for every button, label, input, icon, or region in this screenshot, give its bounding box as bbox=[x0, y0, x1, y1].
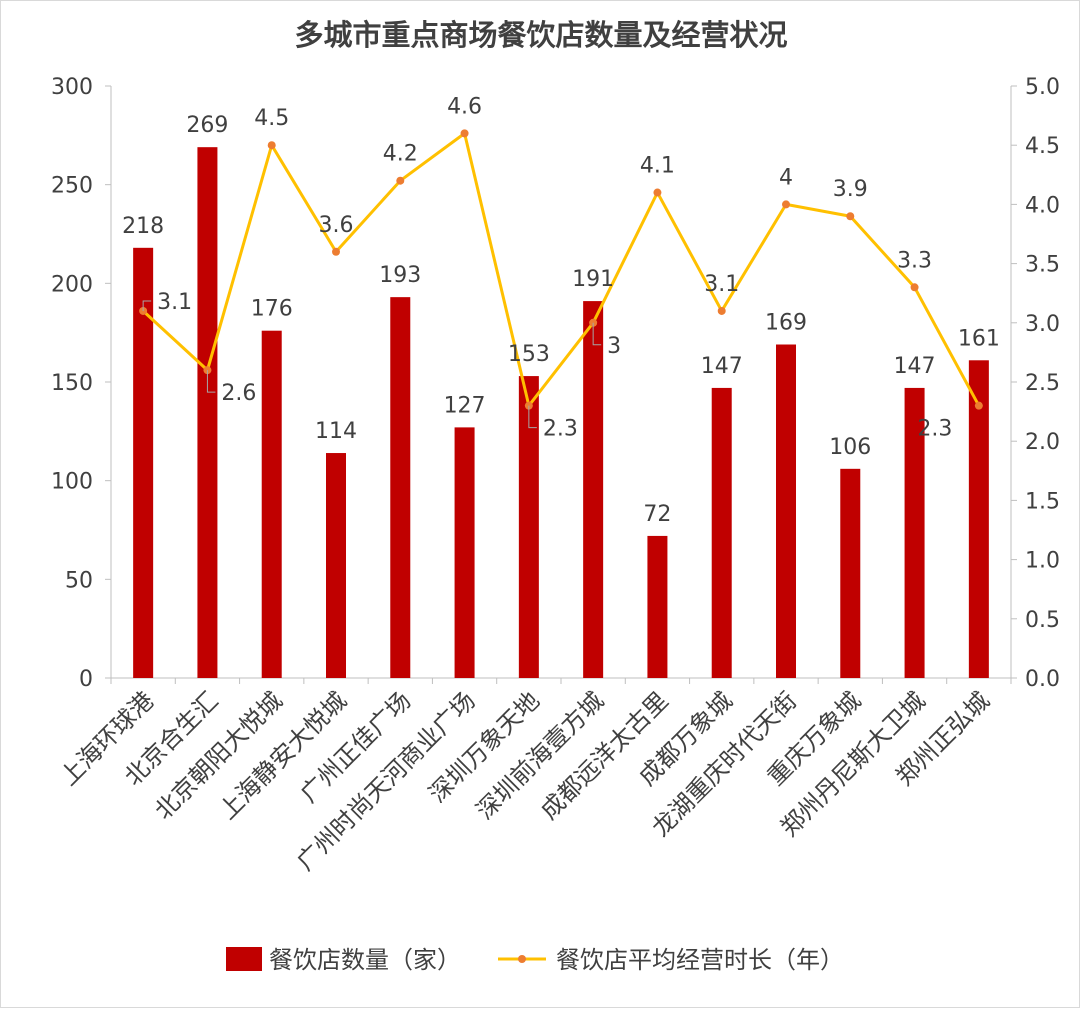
bar bbox=[968, 360, 989, 678]
line-value-label: 4.5 bbox=[254, 106, 289, 131]
line-value-label: 3.3 bbox=[897, 248, 932, 273]
bar-value-label: 269 bbox=[186, 113, 228, 138]
bar-value-label: 153 bbox=[508, 342, 550, 367]
bar-value-label: 72 bbox=[643, 502, 671, 527]
legend-bar-swatch bbox=[226, 947, 262, 971]
bar bbox=[711, 387, 732, 678]
bar bbox=[518, 376, 539, 678]
line-marker bbox=[974, 401, 983, 410]
line-value-label: 3 bbox=[607, 334, 621, 359]
bar-value-label: 147 bbox=[701, 354, 743, 379]
bar-value-label: 106 bbox=[829, 435, 871, 460]
bar bbox=[133, 247, 154, 678]
line-series bbox=[139, 129, 983, 410]
y-right-tick-label: 2.0 bbox=[1025, 430, 1060, 455]
legend-line-marker bbox=[518, 955, 526, 963]
line-marker bbox=[717, 306, 726, 315]
bar bbox=[390, 297, 411, 678]
bar-value-label: 161 bbox=[958, 326, 1000, 351]
data-labels: 218 269 176 114 193 127 153 191 72 147 169 106 147 16… bbox=[122, 94, 1000, 527]
line-marker bbox=[267, 141, 276, 150]
leader-line bbox=[206, 370, 216, 393]
y-right-tick-label: 2.5 bbox=[1025, 371, 1060, 396]
bar-value-label: 191 bbox=[572, 267, 614, 292]
bar bbox=[326, 453, 346, 678]
chart-title: 多城市重点商场餐饮店数量及经营状况 bbox=[294, 18, 787, 52]
y-right-tick-label: 4.5 bbox=[1025, 134, 1060, 159]
line-value-label: 2.3 bbox=[917, 417, 952, 442]
bar bbox=[776, 344, 796, 678]
y-left-tick-label: 100 bbox=[51, 470, 93, 495]
y-right-tick-label: 3.5 bbox=[1025, 253, 1060, 278]
line-marker bbox=[460, 129, 469, 138]
bar bbox=[904, 387, 925, 678]
line-value-label: 4.1 bbox=[640, 154, 675, 179]
y-right-tick-label: 1.5 bbox=[1025, 489, 1060, 514]
leader-line bbox=[528, 405, 537, 429]
y-right-tick-label: 4.0 bbox=[1025, 193, 1060, 218]
y-right-tick-label: 3.0 bbox=[1025, 312, 1060, 337]
bar bbox=[647, 535, 668, 678]
bar-value-label: 114 bbox=[315, 419, 357, 444]
line-marker bbox=[846, 212, 855, 221]
leader-line bbox=[142, 300, 152, 311]
line-marker bbox=[782, 200, 790, 209]
line-marker bbox=[396, 176, 405, 185]
y-right-tick-label: 5.0 bbox=[1025, 75, 1060, 100]
line-marker bbox=[653, 188, 662, 197]
legend: 餐饮店数量（家） 餐饮店平均经营时长（年） bbox=[226, 946, 844, 974]
line-value-label: 3.1 bbox=[157, 290, 192, 315]
line-value-label: 2.3 bbox=[543, 417, 578, 442]
line-marker bbox=[332, 247, 340, 256]
line-path bbox=[142, 131, 981, 408]
line-value-label: 3.9 bbox=[833, 177, 868, 202]
leader-line bbox=[592, 322, 602, 346]
bar bbox=[261, 330, 282, 678]
y-right-tick-label: 0.0 bbox=[1025, 667, 1060, 692]
legend-bar-label: 餐饮店数量（家） bbox=[269, 946, 461, 974]
bar bbox=[583, 301, 604, 678]
bar bbox=[454, 427, 475, 678]
y-left-tick-label: 200 bbox=[51, 272, 93, 297]
bar-value-label: 127 bbox=[444, 393, 486, 418]
line-value-label: 4 bbox=[779, 165, 793, 190]
y-right-tick-label: 0.5 bbox=[1025, 608, 1060, 633]
bar bbox=[197, 147, 218, 678]
bar bbox=[840, 468, 861, 678]
legend-line-label: 餐饮店平均经营时长（年） bbox=[556, 946, 844, 974]
y-left-tick-label: 300 bbox=[51, 75, 93, 100]
y-left-tick-label: 150 bbox=[51, 371, 93, 396]
bar-value-label: 147 bbox=[894, 354, 936, 379]
line-value-label: 4.2 bbox=[383, 142, 418, 167]
line-marker bbox=[910, 283, 919, 292]
bar-value-label: 193 bbox=[379, 263, 421, 288]
bar-value-label: 169 bbox=[765, 311, 807, 336]
bar-series bbox=[133, 147, 989, 678]
line-value-label: 2.6 bbox=[221, 381, 256, 406]
y-left-tick-label: 0 bbox=[79, 667, 93, 692]
line-value-label: 3.1 bbox=[704, 272, 739, 297]
line-value-label: 4.6 bbox=[447, 94, 482, 119]
y-left-tick-label: 50 bbox=[65, 568, 93, 593]
line-value-label: 3.6 bbox=[319, 213, 354, 238]
y-right-tick-label: 1.0 bbox=[1025, 549, 1060, 574]
bar-value-label: 176 bbox=[251, 297, 293, 322]
bar-value-label: 218 bbox=[122, 214, 164, 239]
y-left-tick-label: 250 bbox=[51, 174, 93, 199]
